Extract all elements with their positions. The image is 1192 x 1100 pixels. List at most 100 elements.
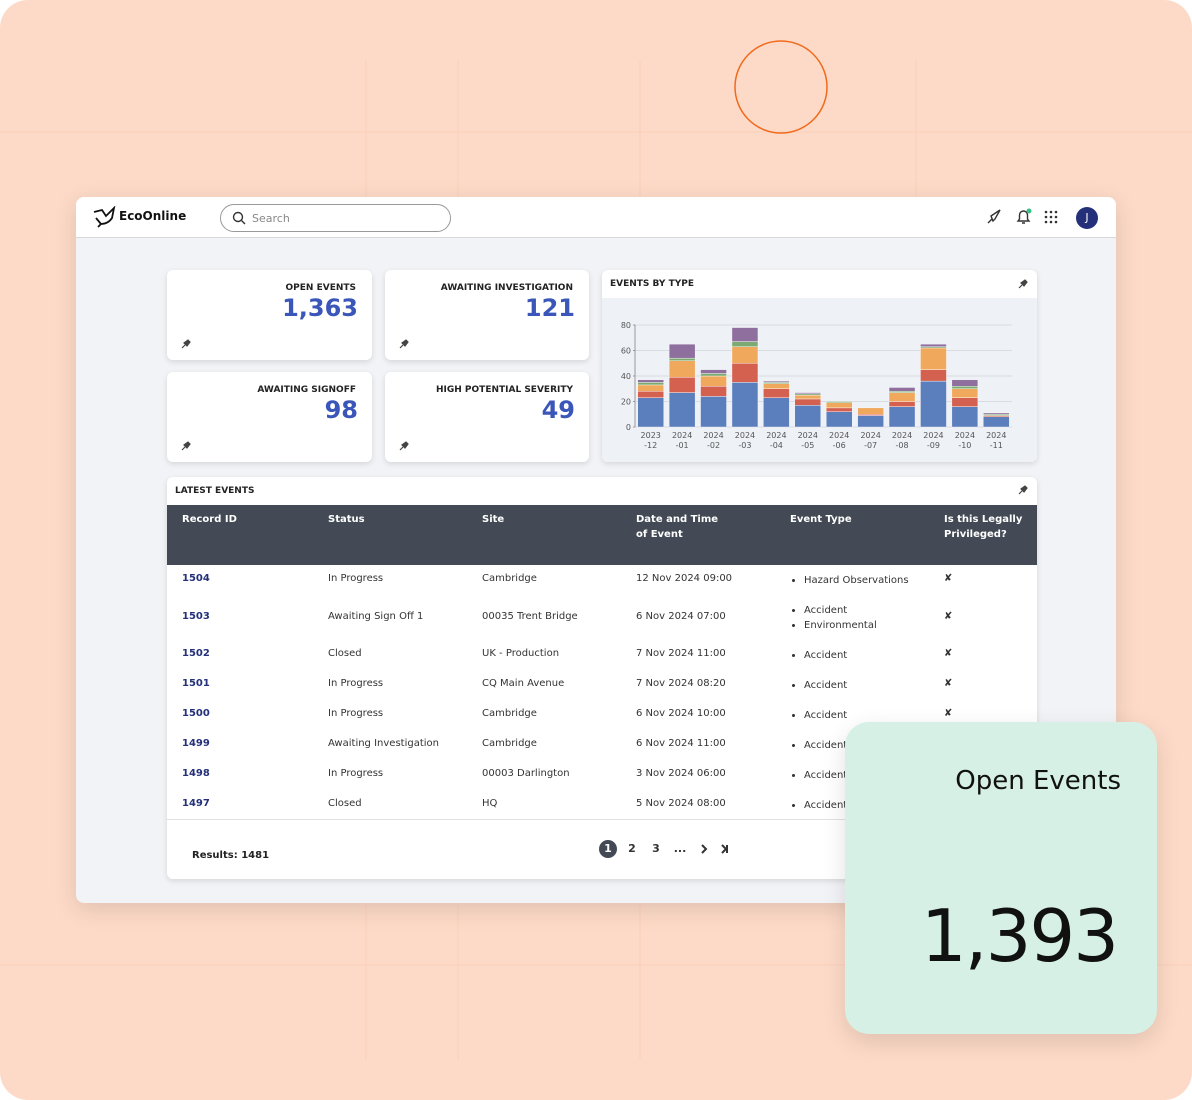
bar-segment	[951, 385, 979, 389]
pin-icon[interactable]	[1018, 279, 1028, 289]
status: Awaiting Investigation	[328, 738, 439, 749]
y-tick-label: 20	[621, 398, 631, 407]
bar-segment	[983, 416, 1010, 428]
event-type: Accident	[804, 768, 847, 783]
event-types: Accident	[790, 648, 847, 663]
record-id[interactable]: 1500	[182, 708, 210, 719]
page-link[interactable]: 1	[599, 840, 617, 858]
x-tick-label: 2024 -09	[923, 431, 944, 450]
privileged: ✘	[944, 708, 953, 719]
site: 00003 Darlington	[482, 768, 570, 779]
x-tick-label: 2024 -06	[829, 431, 850, 450]
bar-segment	[637, 382, 664, 386]
date: 6 Nov 2024 11:00	[636, 738, 726, 749]
avatar[interactable]: J	[1076, 207, 1098, 229]
bar-segment	[920, 347, 947, 370]
callout-card: Open Events 1,393	[845, 722, 1157, 1034]
kpi-value: 49	[541, 396, 575, 424]
kpi-tile: AWAITING INVESTIGATION 121	[385, 270, 589, 360]
bar-segment	[637, 397, 664, 428]
record-id[interactable]: 1501	[182, 678, 210, 689]
bar-segment	[700, 375, 727, 387]
event-type: Accident	[804, 603, 877, 618]
x-tick-label: 2024 -08	[891, 431, 913, 450]
bar-segment	[888, 401, 916, 407]
bar-segment	[763, 380, 790, 383]
pin-icon[interactable]	[399, 339, 409, 349]
bar-segment	[637, 379, 664, 383]
record-id[interactable]: 1497	[182, 798, 210, 809]
page-link[interactable]: 2	[628, 842, 636, 855]
pager-arrows[interactable]	[697, 843, 733, 855]
privileged: ✘	[944, 573, 953, 584]
event-type-list: Accident	[790, 708, 847, 723]
event-type: Accident	[804, 678, 847, 693]
pin-icon[interactable]	[181, 339, 191, 349]
date: 7 Nov 2024 11:00	[636, 648, 726, 659]
pin-icon[interactable]	[399, 441, 409, 451]
brand: EcoOnline	[119, 209, 187, 223]
launch-icon[interactable]	[984, 207, 1004, 227]
kpi-value: 1,363	[282, 294, 358, 322]
date: 6 Nov 2024 07:00	[636, 610, 726, 622]
page-link[interactable]: 3	[652, 842, 660, 855]
chart-panel: EVENTS BY TYPE 0 20 40 60 80 2023 -12 2024 -0…	[602, 270, 1037, 462]
apps-icon[interactable]	[1044, 210, 1060, 226]
record-id[interactable]: 1504	[182, 573, 210, 584]
notifications-icon[interactable]	[1014, 207, 1034, 227]
bar-segment	[637, 384, 664, 392]
event-type: Accident	[804, 738, 847, 753]
event-type-list: Hazard Observations	[790, 573, 909, 588]
kpi-title: AWAITING SIGNOFF	[257, 385, 356, 395]
bar-segment	[700, 373, 727, 377]
record-id[interactable]: 1499	[182, 738, 210, 749]
bar-segment	[888, 392, 916, 402]
pin-icon[interactable]	[181, 441, 191, 451]
record-id[interactable]: 1498	[182, 768, 210, 779]
x-tick-label: 2024 -07	[860, 431, 881, 450]
record-id[interactable]: 1502	[182, 648, 210, 659]
bar-segment	[731, 382, 759, 428]
bar-segment	[668, 377, 696, 393]
search-box[interactable]: Search	[220, 204, 451, 232]
date: 7 Nov 2024 08:20	[636, 678, 726, 689]
date: 3 Nov 2024 06:00	[636, 768, 726, 779]
event-type-list: Accident	[790, 798, 847, 813]
bar-segment	[731, 346, 759, 364]
table-title: LATEST EVENTS	[175, 486, 255, 496]
event-types: Accident	[790, 738, 847, 753]
kpi-tile: HIGH POTENTIAL SEVERITY 49	[385, 372, 589, 462]
pin-icon[interactable]	[1018, 485, 1028, 495]
bar-segment	[983, 412, 1010, 415]
kpi-title: AWAITING INVESTIGATION	[440, 283, 573, 293]
event-type-list: Accident	[790, 768, 847, 783]
event-types: Accident	[790, 768, 847, 783]
bar-segment	[951, 379, 979, 387]
results-count: Results: 1481	[192, 850, 270, 861]
bar-segment	[668, 357, 696, 361]
bar-segment	[763, 388, 790, 398]
event-type: Accident	[804, 708, 847, 723]
latest-events-panel: LATEST EVENTS Record ID Status Site Date an…	[167, 477, 1037, 879]
column-header: Status	[328, 514, 365, 525]
site: HQ	[482, 798, 498, 809]
kpi-title: OPEN EVENTS	[285, 283, 356, 293]
event-types: AccidentEnvironmental	[790, 603, 877, 633]
bar-segment	[888, 387, 916, 392]
record-id[interactable]: 1503	[182, 610, 210, 622]
page-link[interactable]: ...	[673, 842, 687, 855]
status: Closed	[328, 648, 362, 659]
status: In Progress	[328, 768, 384, 779]
site: CQ Main Avenue	[482, 678, 565, 689]
column-header: Record ID	[182, 514, 237, 525]
status: In Progress	[328, 573, 384, 584]
bar-segment	[920, 343, 947, 347]
status: In Progress	[328, 708, 384, 719]
site: UK - Production	[482, 648, 560, 659]
chart: 0 20 40 60 80	[621, 321, 1012, 432]
search-placeholder: Search	[252, 212, 290, 225]
bar-segment	[700, 396, 727, 428]
kpi-value: 121	[524, 294, 575, 322]
bar-segment	[826, 411, 853, 428]
